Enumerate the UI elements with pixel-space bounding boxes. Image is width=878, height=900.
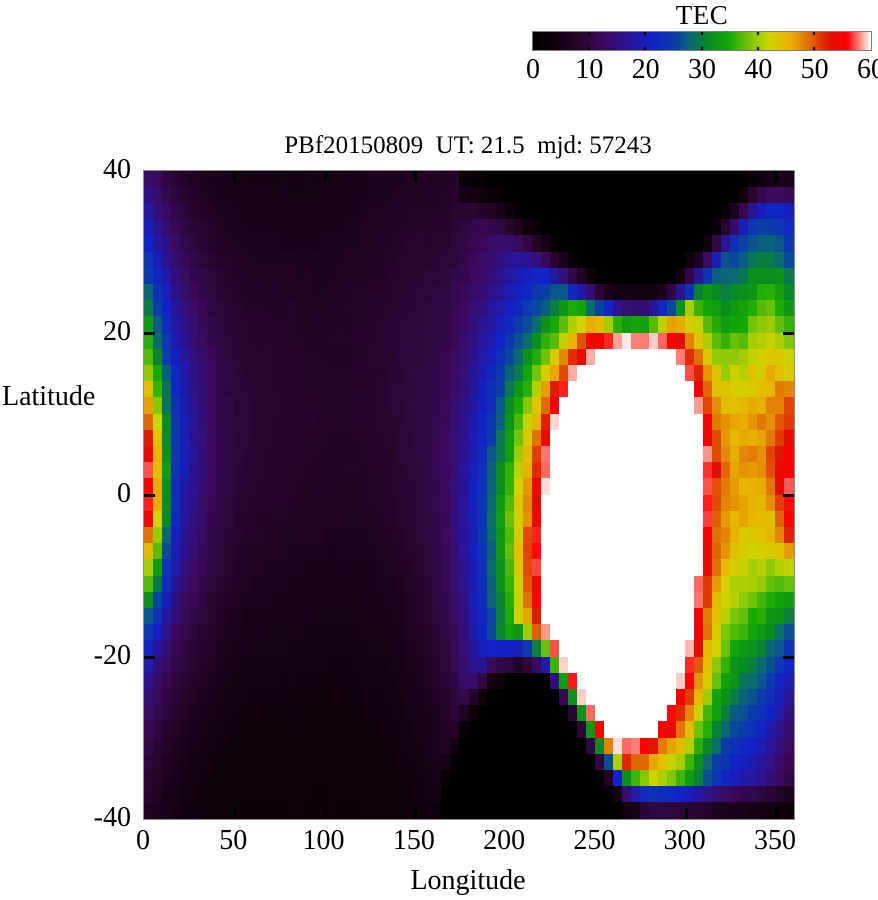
y-tickmark--20 [144, 656, 155, 659]
x-tickmark-150 [413, 808, 417, 819]
colorbar-tick-40: 40 [744, 54, 773, 85]
x-tickmark-350 [774, 808, 778, 819]
x-tick-350: 350 [753, 825, 796, 856]
colorbar-tick-10: 10 [575, 54, 604, 85]
y-tick-20: 20 [103, 316, 131, 347]
x-tickmark-100 [323, 808, 327, 819]
x-tickmark-top-350 [774, 171, 778, 182]
y-tick-40: 40 [103, 154, 131, 185]
x-tick-150: 150 [392, 825, 435, 856]
colorbar-tick-30: 30 [688, 54, 716, 85]
colorbar-tick-20: 20 [631, 54, 660, 85]
y-tickmark-right--20 [783, 656, 794, 659]
colorbar-tick-60: 60 [857, 54, 878, 85]
x-tickmark-top-150 [413, 171, 417, 182]
y-axis-title: Latitude [2, 381, 96, 412]
y-tickmark-0 [144, 494, 155, 497]
x-tickmark-top-250 [594, 171, 598, 182]
x-axis-title: Longitude [410, 865, 526, 896]
plot-title: PBf20150809 UT: 21.5 mjd: 57243 [284, 132, 652, 159]
y-tick--20: -20 [93, 640, 131, 671]
x-tickmark-250 [594, 808, 598, 819]
y-tickmark-20 [144, 332, 155, 335]
x-tickmark-300 [684, 808, 688, 819]
colorbar-strip [532, 31, 872, 51]
heatmap-raster [144, 171, 794, 819]
y-axis-tick-labels: 40 20 0 -20 -40 [0, 154, 131, 833]
heatmap-plot-area [143, 170, 795, 820]
colorbar-title: TEC [675, 0, 729, 30]
y-tickmark-right-20 [783, 332, 794, 335]
colorbar-gradient [533, 32, 871, 50]
x-tickmark-50 [233, 808, 237, 819]
y-tickmark-right-0 [783, 494, 794, 497]
x-tickmark-top-50 [233, 171, 237, 182]
x-tick-100: 100 [302, 825, 345, 856]
x-tick-200: 200 [483, 825, 526, 856]
x-tickmark-200 [504, 808, 508, 819]
colorbar-tick-0: 0 [526, 54, 540, 85]
x-tick-0: 0 [136, 825, 150, 856]
x-tick-50: 50 [219, 825, 248, 856]
x-tickmark-top-300 [684, 171, 688, 182]
x-tickmark-top-200 [504, 171, 508, 182]
colorbar-tick-labels: 0 10 20 30 40 50 60 [0, 54, 878, 88]
y-tick-0: 0 [117, 478, 131, 509]
x-tick-250: 250 [573, 825, 616, 856]
colorbar-tick-50: 50 [800, 54, 829, 85]
x-tickmark-top-100 [323, 171, 327, 182]
y-tick--40: -40 [93, 802, 131, 833]
x-axis-tick-labels: 0 50 100 150 200 250 300 350 [0, 824, 878, 860]
x-tick-300: 300 [663, 825, 706, 856]
colorbar-legend: TEC 0 10 20 30 40 50 60 [0, 0, 878, 100]
